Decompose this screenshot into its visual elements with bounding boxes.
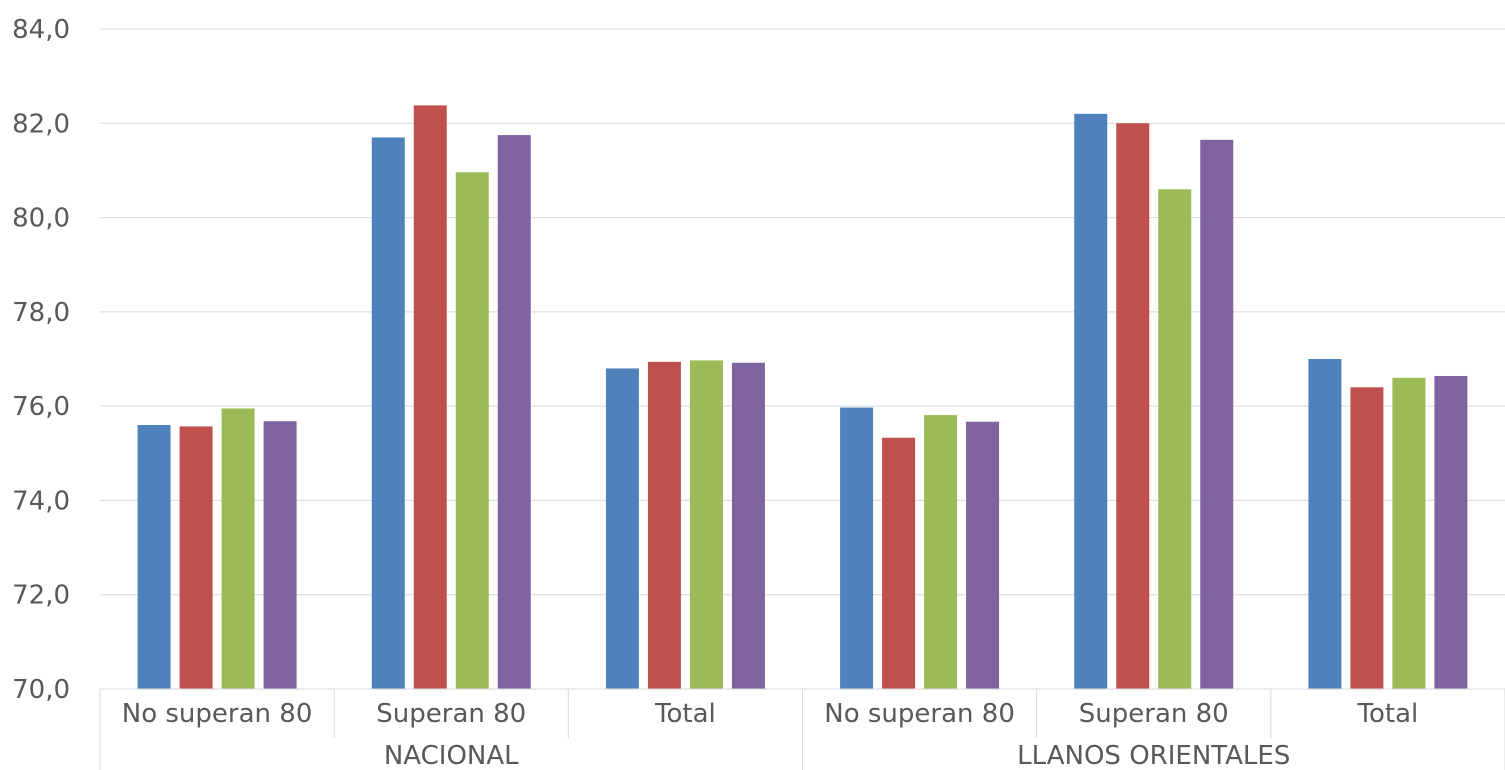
bar [689, 360, 723, 689]
x-category-label: No superan 80 [122, 699, 313, 729]
bar [263, 421, 297, 689]
y-tick-label: 84,0 [12, 15, 70, 45]
x-category-label: Superan 80 [1079, 699, 1229, 729]
y-tick-label: 74,0 [12, 486, 70, 516]
bar [924, 415, 958, 689]
bar [1200, 139, 1234, 690]
bar [966, 421, 1000, 689]
bar [179, 426, 213, 689]
y-tick-label: 72,0 [12, 581, 70, 611]
x-group-label: LLANOS ORIENTALES [1017, 741, 1290, 770]
y-tick-label: 82,0 [12, 109, 70, 139]
bar [882, 437, 916, 689]
bar [1158, 189, 1192, 690]
bar [413, 105, 447, 689]
x-category-label: Total [1357, 699, 1419, 729]
bar [1434, 375, 1468, 689]
y-tick-label: 76,0 [12, 392, 70, 422]
bar [221, 408, 255, 689]
bar [731, 362, 765, 689]
bar [605, 368, 639, 689]
x-category-label: Total [654, 699, 716, 729]
bar [1308, 359, 1342, 689]
x-category-label: Superan 80 [376, 699, 526, 729]
bar [371, 137, 405, 689]
bar [1350, 387, 1384, 689]
bar [1116, 123, 1150, 690]
bar [497, 135, 531, 690]
x-group-label: NACIONAL [384, 741, 519, 770]
bar [137, 425, 171, 689]
y-tick-label: 80,0 [12, 204, 70, 234]
bar [1074, 113, 1108, 690]
x-category-label: No superan 80 [824, 699, 1015, 729]
y-tick-label: 70,0 [12, 675, 70, 705]
bar [455, 172, 489, 690]
bar [1392, 377, 1426, 689]
bar [647, 361, 681, 689]
bar [840, 407, 874, 689]
y-tick-label: 78,0 [12, 298, 70, 328]
